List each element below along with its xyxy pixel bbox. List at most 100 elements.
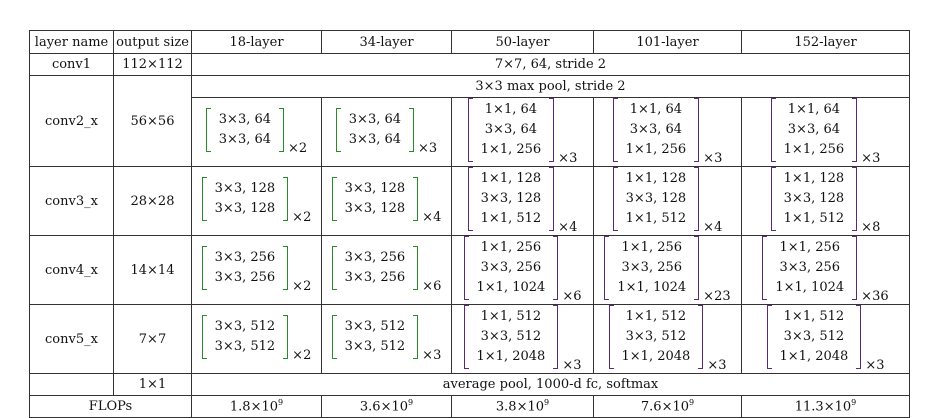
block-multiplier: ×3 (562, 358, 582, 373)
layer-name-cell: conv3_x (29, 166, 114, 236)
block-multiplier: ×3 (865, 358, 885, 373)
block-rows: 1×1, 512 3×3, 512 1×1, 2048 (469, 305, 554, 369)
block-row: 1×1, 128 (480, 171, 542, 186)
block-row: 1×1, 512 (783, 309, 845, 324)
block-multiplier: ×4 (558, 220, 578, 235)
right-bracket (413, 315, 419, 359)
conv4-row: conv4_x 14×14 3×3, 256 3×3, 256 ×2 3×3, 256… (29, 235, 910, 305)
block-multiplier: ×3 (418, 141, 438, 156)
block-cell: 1×1, 64 3×3, 64 1×1, 256 ×3 (741, 97, 910, 167)
block-rows: 1×1, 256 3×3, 256 1×1, 1024 (609, 236, 694, 300)
block-rows: 1×1, 128 3×3, 128 1×1, 512 (776, 167, 853, 231)
block-row: 1×1, 512 (783, 211, 845, 226)
block-row: 3×3, 64 (787, 122, 841, 137)
block-row: 1×1, 512 (625, 211, 687, 226)
conv1-desc: 7×7, 64, stride 2 (191, 53, 910, 76)
left-bracket (201, 177, 207, 221)
flops-value: 11.3×109 (741, 395, 910, 418)
block-matrix: 1×1, 128 3×3, 128 1×1, 512 (770, 167, 858, 231)
header-layer-name: layer name (29, 30, 114, 54)
block-rows: 3×3, 64 3×3, 64 (211, 108, 279, 152)
right-bracket (549, 98, 555, 162)
block-row: 3×3, 256 (480, 260, 542, 275)
block-row: 3×3, 128 (783, 191, 845, 206)
block-matrix: 3×3, 64 3×3, 64 (335, 108, 415, 152)
block-row: 3×3, 256 (214, 270, 276, 285)
block-multiplier: ×3 (422, 348, 442, 363)
block-multiplier: ×4 (422, 210, 442, 225)
block-row: 3×3, 512 (783, 329, 845, 344)
left-bracket (201, 315, 207, 359)
maxpool-desc: 3×3 max pool, stride 2 (191, 75, 910, 98)
right-bracket (553, 236, 559, 300)
output-size-cell: 7×7 (113, 304, 192, 374)
block-row: 3×3, 128 (480, 191, 542, 206)
block-row: 3×3, 128 (214, 201, 276, 216)
block-cell: 1×1, 64 3×3, 64 1×1, 256 ×3 (451, 97, 594, 167)
block-multiplier: ×3 (703, 151, 723, 166)
header-18-layer: 18-layer (191, 30, 322, 54)
block-row: 1×1, 512 (480, 211, 542, 226)
block-matrix: 1×1, 128 3×3, 128 1×1, 512 (612, 167, 700, 231)
block-row: 3×3, 256 (344, 250, 406, 265)
block-row: 1×1, 64 (787, 102, 841, 117)
block-row: 3×3, 512 (344, 319, 406, 334)
right-bracket (283, 246, 289, 290)
block-matrix: 3×3, 256 3×3, 256 (201, 246, 289, 290)
block-rows: 3×3, 512 3×3, 512 (337, 315, 414, 359)
block-rows: 1×1, 64 3×3, 64 1×1, 256 (618, 98, 695, 162)
flops-label: FLOPs (29, 395, 192, 418)
right-bracket (852, 167, 858, 231)
block-matrix: 1×1, 512 3×3, 512 1×1, 2048 (766, 305, 862, 369)
block-cell: 3×3, 128 3×3, 128 ×4 (321, 166, 452, 236)
conv3-row: conv3_x 28×28 3×3, 128 3×3, 128 ×2 3×3, 128… (29, 166, 910, 236)
block-row: 3×3, 512 (344, 339, 406, 354)
block-cell: 1×1, 128 3×3, 128 1×1, 512 ×4 (593, 166, 742, 236)
right-bracket (856, 305, 862, 369)
right-bracket (409, 108, 415, 152)
block-matrix: 1×1, 512 3×3, 512 1×1, 2048 (463, 305, 559, 369)
right-bracket (549, 167, 555, 231)
block-row: 3×3, 128 (344, 201, 406, 216)
block-matrix: 1×1, 64 3×3, 64 1×1, 256 (467, 98, 555, 162)
layer-name-cell: conv1 (29, 53, 114, 76)
block-matrix: 1×1, 128 3×3, 128 1×1, 512 (467, 167, 555, 231)
block-matrix: 1×1, 64 3×3, 64 1×1, 256 (612, 98, 700, 162)
left-bracket (770, 98, 776, 162)
block-matrix: 3×3, 128 3×3, 128 (201, 177, 289, 221)
block-row: 1×1, 256 (783, 142, 845, 157)
left-bracket (335, 108, 341, 152)
header-101-layer: 101-layer (593, 30, 742, 54)
left-bracket (201, 246, 207, 290)
right-bracket (698, 305, 704, 369)
block-cell: 3×3, 256 3×3, 256 ×6 (321, 235, 452, 305)
block-multiplier: ×4 (703, 220, 723, 235)
flops-base: 3.6×10 (359, 399, 408, 415)
block-rows: 3×3, 128 3×3, 128 (207, 177, 284, 221)
block-multiplier: ×3 (558, 151, 578, 166)
left-bracket (604, 236, 610, 300)
block-cell: 3×3, 256 3×3, 256 ×2 (191, 235, 322, 305)
block-rows: 3×3, 128 3×3, 128 (337, 177, 414, 221)
block-multiplier: ×23 (703, 289, 731, 304)
block-rows: 1×1, 128 3×3, 128 1×1, 512 (473, 167, 550, 231)
flops-value: 3.8×109 (451, 395, 594, 418)
block-row: 3×3, 128 (344, 181, 406, 196)
output-size-cell: 28×28 (113, 166, 192, 236)
block-matrix: 3×3, 512 3×3, 512 (201, 315, 289, 359)
left-bracket (331, 246, 337, 290)
right-bracket (694, 236, 700, 300)
right-bracket (283, 315, 289, 359)
flops-value: 3.6×109 (321, 395, 452, 418)
block-rows: 1×1, 128 3×3, 128 1×1, 512 (618, 167, 695, 231)
block-cell: 1×1, 512 3×3, 512 1×1, 2048 ×3 (741, 304, 910, 374)
block-row: 3×3, 64 (348, 112, 402, 127)
conv1-row: conv1 112×112 7×7, 64, stride 2 (29, 53, 910, 76)
block-cell: 3×3, 128 3×3, 128 ×2 (191, 166, 322, 236)
architecture-table-figure: layer name output size 18-layer 34-layer… (29, 30, 910, 418)
left-bracket (463, 236, 469, 300)
block-row: 3×3, 512 (214, 319, 276, 334)
block-multiplier: ×3 (861, 151, 881, 166)
conv2-blocks-row: 3×3, 64 3×3, 64 ×2 3×3, 64 3×3, 64 ×3 1×1, 64 3… (30, 97, 910, 167)
block-matrix: 3×3, 64 3×3, 64 (205, 108, 285, 152)
